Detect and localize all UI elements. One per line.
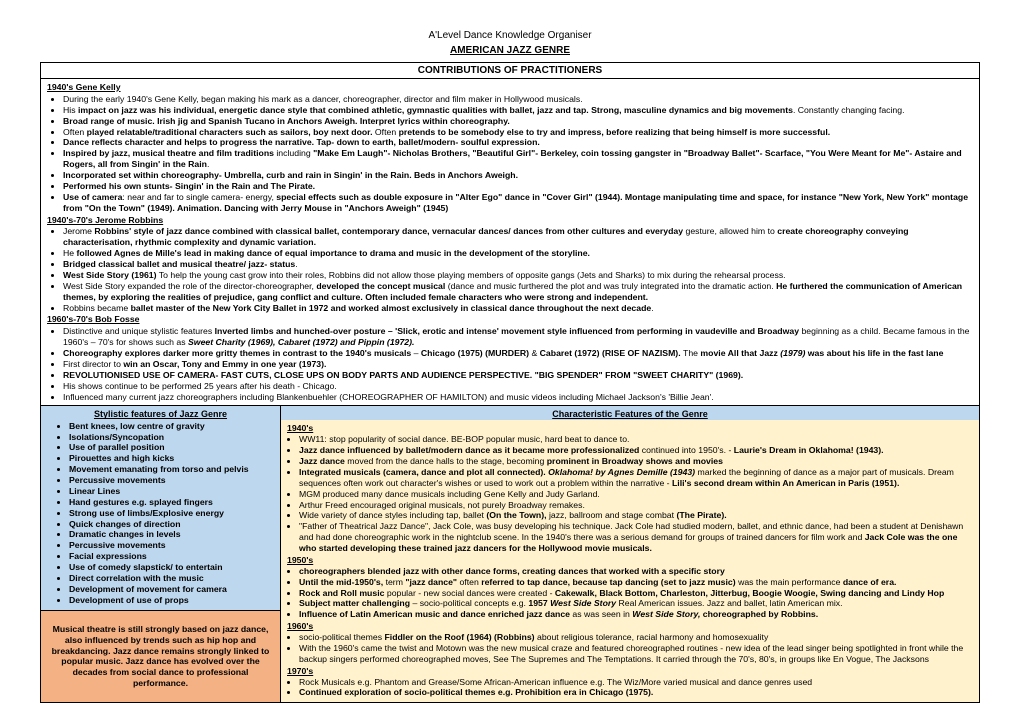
decade-1950: 1950's [287, 555, 973, 566]
list-item: socio-political themes Fiddler on the Ro… [299, 632, 973, 643]
list-item: Continued exploration of socio-political… [299, 687, 973, 698]
char-1970-list: Rock Musicals e.g. Phantom and Grease/So… [287, 677, 973, 699]
list-item: Bent knees, low centre of gravity [69, 421, 274, 432]
list-item: choreographers blended jazz with other d… [299, 566, 973, 577]
main-content-box: CONTRIBUTIONS OF PRACTITIONERS 1940's Ge… [40, 62, 980, 703]
kelly-list: During the early 1940's Gene Kelly, bega… [47, 94, 973, 214]
decade-1970: 1970's [287, 666, 973, 677]
list-item: Dance reflects character and helps to pr… [63, 137, 973, 148]
list-item: First director to win an Oscar, Tony and… [63, 359, 973, 370]
list-item: Often played relatable/traditional chara… [63, 127, 973, 138]
list-item: Until the mid-1950's, term "jazz dance" … [299, 577, 973, 588]
list-item: Strong use of limbs/Explosive energy [69, 508, 274, 519]
list-item: Integrated musicals (camera, dance and p… [299, 467, 973, 489]
list-item: Choreography explores darker more gritty… [63, 348, 973, 359]
list-item: Performed his own stunts- Singin' in the… [63, 181, 973, 192]
left-column: Stylistic features of Jazz Genre Bent kn… [41, 406, 281, 702]
musical-theatre-box: Musical theatre is still strongly based … [41, 611, 281, 703]
list-item: Robbins became ballet master of the New … [63, 303, 973, 314]
robbins-list: Jerome Robbins' style of jazz dance comb… [47, 226, 973, 313]
list-item: West Side Story expanded the role of the… [63, 281, 973, 303]
bottom-grid: Stylistic features of Jazz Genre Bent kn… [41, 406, 979, 702]
list-item: Influence of Latin American music and da… [299, 609, 973, 620]
list-item: Hand gestures e.g. splayed fingers [69, 497, 274, 508]
stylistic-title: Stylistic features of Jazz Genre [47, 409, 274, 420]
fosse-list: Distinctive and unique stylistic feature… [47, 326, 973, 402]
list-item: "Father of Theatrical Jazz Dance", Jack … [299, 521, 973, 554]
page-title: A'Level Dance Knowledge Organiser [40, 30, 980, 41]
list-item: Development of use of props [69, 595, 274, 606]
decade-1960: 1960's [287, 621, 973, 632]
robbins-heading: 1940's-70's Jerome Robbins [47, 215, 973, 226]
list-item: During the early 1940's Gene Kelly, bega… [63, 94, 973, 105]
list-item: Facial expressions [69, 551, 274, 562]
fosse-heading: 1960's-70's Bob Fosse [47, 314, 973, 325]
page-subtitle: AMERICAN JAZZ GENRE [40, 45, 980, 56]
decade-1940: 1940's [287, 423, 973, 434]
kelly-heading: 1940's Gene Kelly [47, 82, 973, 93]
char-1950-list: choreographers blended jazz with other d… [287, 566, 973, 620]
list-item: Movement emanating from torso and pelvis [69, 464, 274, 475]
stylistic-list: Bent knees, low centre of gravity Isolat… [47, 421, 274, 606]
list-item: Rock Musicals e.g. Phantom and Grease/So… [299, 677, 973, 688]
list-item: Direct correlation with the music [69, 573, 274, 584]
list-item: Subject matter challenging – socio-polit… [299, 598, 973, 609]
list-item: Quick changes of direction [69, 519, 274, 530]
list-item: Jazz dance moved from the dance halls to… [299, 456, 973, 467]
char-1940-list: WW11: stop popularity of social dance. B… [287, 434, 973, 554]
list-item: With the 1960's came the twist and Motow… [299, 643, 973, 665]
list-item: Use of comedy slapstick/ to entertain [69, 562, 274, 573]
list-item: Wide variety of dance styles including t… [299, 510, 973, 521]
list-item: Percussive movements [69, 475, 274, 486]
list-item: West Side Story (1961) To help the young… [63, 270, 973, 281]
list-item: Dramatic changes in levels [69, 529, 274, 540]
list-item: Arthur Freed encouraged original musical… [299, 500, 973, 511]
list-item: REVOLUTIONISED USE OF CAMERA- FAST CUTS,… [63, 370, 973, 381]
list-item: Distinctive and unique stylistic feature… [63, 326, 973, 348]
list-item: His shows continue to be performed 25 ye… [63, 381, 973, 392]
right-column: Characteristic Features of the Genre 194… [281, 406, 979, 702]
list-item: Use of parallel position [69, 442, 274, 453]
list-item: Inspired by jazz, musical theatre and fi… [63, 148, 973, 170]
list-item: His impact on jazz was his individual, e… [63, 105, 973, 116]
characteristics-body: 1940's WW11: stop popularity of social d… [281, 420, 979, 702]
contributions-header: CONTRIBUTIONS OF PRACTITIONERS [41, 63, 979, 79]
list-item: Development of movement for camera [69, 584, 274, 595]
list-item: Bridged classical ballet and musical the… [63, 259, 973, 270]
list-item: Influenced many current jazz choreograph… [63, 392, 973, 403]
list-item: Rock and Roll music popular - new social… [299, 588, 973, 599]
list-item: He followed Agnes de Mille's lead in mak… [63, 248, 973, 259]
list-item: WW11: stop popularity of social dance. B… [299, 434, 973, 445]
char-1960-list: socio-political themes Fiddler on the Ro… [287, 632, 973, 665]
practitioners-section: 1940's Gene Kelly During the early 1940'… [41, 79, 979, 406]
list-item: Use of camera: near and far to single ca… [63, 192, 973, 214]
stylistic-box: Stylistic features of Jazz Genre Bent kn… [41, 406, 281, 610]
list-item: Linear Lines [69, 486, 274, 497]
list-item: Incorporated set within choreography- Um… [63, 170, 973, 181]
list-item: Percussive movements [69, 540, 274, 551]
characteristics-title: Characteristic Features of the Genre [281, 406, 979, 420]
list-item: Broad range of music. Irish jig and Span… [63, 116, 973, 127]
list-item: Pirouettes and high kicks [69, 453, 274, 464]
list-item: MGM produced many dance musicals includi… [299, 489, 973, 500]
list-item: Isolations/Syncopation [69, 432, 274, 443]
list-item: Jerome Robbins' style of jazz dance comb… [63, 226, 973, 248]
list-item: Jazz dance influenced by ballet/modern d… [299, 445, 973, 456]
